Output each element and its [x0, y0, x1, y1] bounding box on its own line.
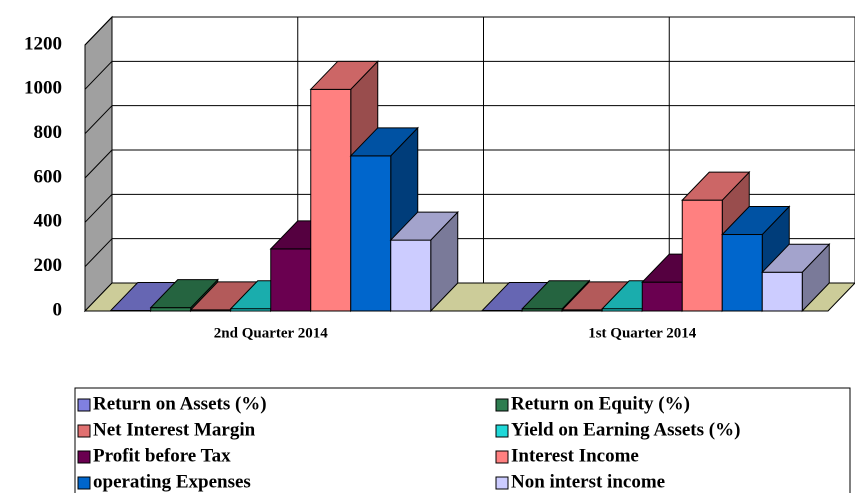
- bar-top: [149, 279, 219, 309]
- legend-swatch: [495, 398, 509, 412]
- legend-label: Profit before Tax: [93, 445, 231, 466]
- bar: [390, 239, 432, 312]
- bar-top: [761, 243, 831, 273]
- grid-line-side: [84, 60, 113, 90]
- y-tick-label: 800: [34, 122, 63, 143]
- y-tick-label: 1200: [24, 33, 62, 54]
- y-tick-label: 1000: [24, 78, 62, 99]
- y-tick-label: 0: [53, 299, 63, 320]
- bar-top: [681, 171, 751, 201]
- bar: [721, 234, 763, 312]
- bar: [310, 88, 352, 312]
- legend-label: Return on Assets (%): [93, 393, 267, 414]
- bar: [761, 271, 803, 312]
- grid-line-side: [84, 16, 113, 46]
- bar: [681, 199, 723, 312]
- x-tick-label: 1st Quarter 2014: [588, 325, 697, 341]
- bar-top: [721, 206, 791, 236]
- legend-label: Interest Income: [511, 445, 639, 466]
- bar: [350, 155, 392, 312]
- grid-line-side: [84, 238, 113, 268]
- grid-line-side: [84, 149, 113, 179]
- legend-label: operating Expenses: [93, 471, 251, 492]
- legend-label: Yield on Earning Assets (%): [511, 419, 740, 440]
- legend-label: Return on Equity (%): [511, 393, 690, 414]
- legend-label: Net Interest Margin: [93, 419, 256, 440]
- legend-swatch: [77, 450, 91, 464]
- legend-swatch: [77, 476, 91, 490]
- legend-label: Non interst income: [511, 471, 665, 492]
- legend-swatch: [495, 450, 509, 464]
- legend-swatch: [77, 424, 91, 438]
- legend-swatch: [77, 398, 91, 412]
- grid-line-side: [84, 193, 113, 223]
- bar-top: [309, 60, 379, 90]
- legend: [74, 387, 851, 493]
- bar: [270, 248, 312, 312]
- y-tick-label: 600: [34, 166, 63, 187]
- bar-top: [521, 280, 591, 310]
- y-tick-label: 200: [34, 255, 63, 276]
- legend-swatch: [495, 476, 509, 490]
- x-tick-label: 2nd Quarter 2014: [214, 325, 328, 341]
- legend-swatch: [495, 424, 509, 438]
- bar-top: [389, 211, 459, 241]
- bar: [641, 281, 683, 312]
- grid-line-side: [84, 105, 113, 135]
- y-tick-label: 400: [34, 211, 63, 232]
- bar-top: [349, 127, 419, 157]
